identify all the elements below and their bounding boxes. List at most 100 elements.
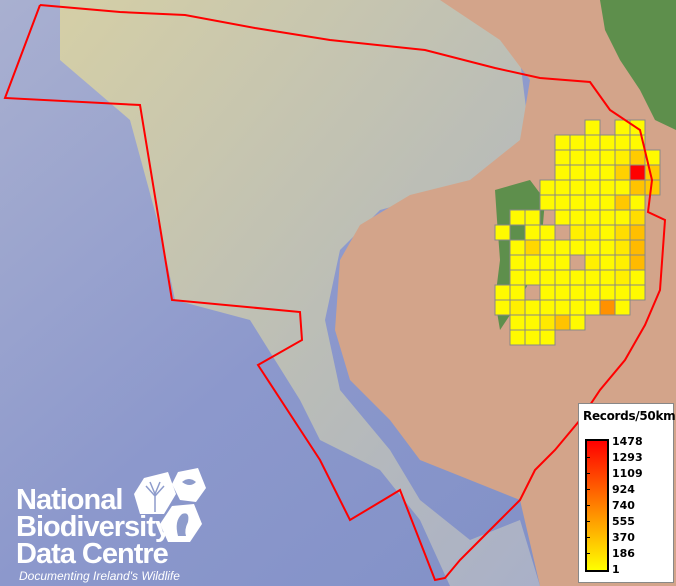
grid-cell[interactable] bbox=[599, 239, 616, 256]
grid-cell[interactable] bbox=[509, 314, 526, 331]
grid-cell[interactable] bbox=[599, 149, 616, 166]
grid-cell[interactable] bbox=[614, 299, 631, 316]
grid-cell[interactable] bbox=[599, 194, 616, 211]
grid-cell[interactable] bbox=[554, 239, 571, 256]
grid-cell[interactable] bbox=[629, 254, 646, 271]
grid-cell[interactable] bbox=[599, 284, 616, 301]
grid-cell[interactable] bbox=[584, 119, 601, 136]
grid-cell[interactable] bbox=[554, 179, 571, 196]
grid-cell[interactable] bbox=[494, 284, 511, 301]
grid-cell[interactable] bbox=[584, 179, 601, 196]
grid-cell[interactable] bbox=[629, 164, 646, 181]
grid-cell[interactable] bbox=[584, 269, 601, 286]
grid-cell[interactable] bbox=[599, 164, 616, 181]
grid-cell[interactable] bbox=[524, 269, 541, 286]
grid-cell[interactable] bbox=[599, 269, 616, 286]
grid-cell[interactable] bbox=[509, 284, 526, 301]
grid-cell[interactable] bbox=[554, 269, 571, 286]
grid-cell[interactable] bbox=[569, 134, 586, 151]
grid-cell[interactable] bbox=[524, 209, 541, 226]
grid-cell[interactable] bbox=[509, 254, 526, 271]
grid-cell[interactable] bbox=[629, 179, 646, 196]
grid-cell[interactable] bbox=[539, 239, 556, 256]
grid-cell[interactable] bbox=[569, 149, 586, 166]
grid-cell[interactable] bbox=[494, 224, 511, 241]
grid-cell[interactable] bbox=[614, 179, 631, 196]
grid-cell[interactable] bbox=[494, 299, 511, 316]
grid-cell[interactable] bbox=[539, 179, 556, 196]
grid-cell[interactable] bbox=[629, 239, 646, 256]
grid-cell[interactable] bbox=[539, 224, 556, 241]
grid-cell[interactable] bbox=[614, 254, 631, 271]
grid-cell[interactable] bbox=[539, 254, 556, 271]
grid-cell[interactable] bbox=[629, 269, 646, 286]
grid-cell[interactable] bbox=[569, 209, 586, 226]
grid-cell[interactable] bbox=[599, 299, 616, 316]
grid-cell[interactable] bbox=[599, 224, 616, 241]
grid-cell[interactable] bbox=[569, 269, 586, 286]
grid-cell[interactable] bbox=[584, 209, 601, 226]
grid-cell[interactable] bbox=[524, 299, 541, 316]
grid-cell[interactable] bbox=[614, 194, 631, 211]
grid-cell[interactable] bbox=[584, 194, 601, 211]
grid-cell[interactable] bbox=[509, 239, 526, 256]
grid-cell[interactable] bbox=[554, 254, 571, 271]
grid-cell[interactable] bbox=[584, 134, 601, 151]
grid-cell[interactable] bbox=[614, 284, 631, 301]
grid-cell[interactable] bbox=[539, 314, 556, 331]
grid-cell[interactable] bbox=[554, 314, 571, 331]
grid-cell[interactable] bbox=[584, 284, 601, 301]
grid-cell[interactable] bbox=[539, 269, 556, 286]
grid-cell[interactable] bbox=[599, 209, 616, 226]
grid-cell[interactable] bbox=[554, 149, 571, 166]
grid-cell[interactable] bbox=[509, 209, 526, 226]
grid-cell[interactable] bbox=[614, 164, 631, 181]
grid-cell[interactable] bbox=[569, 299, 586, 316]
grid-cell[interactable] bbox=[509, 269, 526, 286]
grid-cell[interactable] bbox=[584, 149, 601, 166]
grid-cell[interactable] bbox=[569, 164, 586, 181]
grid-cell[interactable] bbox=[524, 239, 541, 256]
grid-cell[interactable] bbox=[584, 239, 601, 256]
grid-cell[interactable] bbox=[584, 224, 601, 241]
grid-cell[interactable] bbox=[569, 194, 586, 211]
grid-cell[interactable] bbox=[614, 269, 631, 286]
grid-cell[interactable] bbox=[629, 209, 646, 226]
grid-cell[interactable] bbox=[509, 299, 526, 316]
grid-cell[interactable] bbox=[524, 254, 541, 271]
grid-cell[interactable] bbox=[554, 299, 571, 316]
grid-cell[interactable] bbox=[584, 164, 601, 181]
grid-cell[interactable] bbox=[569, 284, 586, 301]
grid-cell[interactable] bbox=[569, 224, 586, 241]
grid-cell[interactable] bbox=[554, 209, 571, 226]
grid-cell[interactable] bbox=[569, 314, 586, 331]
grid-cell[interactable] bbox=[554, 164, 571, 181]
grid-cell[interactable] bbox=[584, 299, 601, 316]
grid-cell[interactable] bbox=[599, 134, 616, 151]
grid-cell[interactable] bbox=[614, 224, 631, 241]
grid-cell[interactable] bbox=[614, 209, 631, 226]
grid-cell[interactable] bbox=[569, 239, 586, 256]
grid-cell[interactable] bbox=[629, 194, 646, 211]
grid-cell[interactable] bbox=[569, 179, 586, 196]
grid-cell[interactable] bbox=[539, 329, 556, 346]
grid-cell[interactable] bbox=[554, 194, 571, 211]
grid-cell[interactable] bbox=[554, 284, 571, 301]
grid-cell[interactable] bbox=[629, 149, 646, 166]
grid-cell[interactable] bbox=[644, 164, 661, 181]
grid-cell[interactable] bbox=[614, 134, 631, 151]
grid-cell[interactable] bbox=[614, 239, 631, 256]
grid-cell[interactable] bbox=[599, 179, 616, 196]
grid-cell[interactable] bbox=[629, 224, 646, 241]
grid-cell[interactable] bbox=[524, 224, 541, 241]
grid-cell[interactable] bbox=[524, 329, 541, 346]
grid-cell[interactable] bbox=[629, 284, 646, 301]
grid-cell[interactable] bbox=[599, 254, 616, 271]
grid-cell[interactable] bbox=[584, 254, 601, 271]
grid-cell[interactable] bbox=[554, 134, 571, 151]
grid-cell[interactable] bbox=[539, 284, 556, 301]
grid-cell[interactable] bbox=[539, 194, 556, 211]
grid-cell[interactable] bbox=[539, 299, 556, 316]
grid-cell[interactable] bbox=[524, 314, 541, 331]
grid-cell[interactable] bbox=[614, 149, 631, 166]
